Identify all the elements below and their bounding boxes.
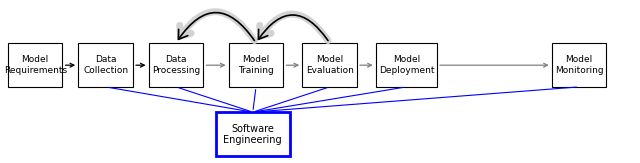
FancyBboxPatch shape [8, 43, 63, 87]
Text: Data
Collection: Data Collection [83, 55, 128, 75]
Text: Model
Deployment: Model Deployment [379, 55, 434, 75]
FancyArrowPatch shape [180, 12, 255, 41]
FancyArrowPatch shape [260, 14, 328, 41]
Text: Model
Requirements: Model Requirements [4, 55, 67, 75]
Text: Model
Training: Model Training [238, 55, 274, 75]
FancyBboxPatch shape [216, 112, 290, 156]
FancyBboxPatch shape [303, 43, 357, 87]
Text: Software
Engineering: Software Engineering [223, 124, 282, 145]
FancyBboxPatch shape [376, 43, 437, 87]
Text: Model
Monitoring: Model Monitoring [555, 55, 604, 75]
Text: Data
Processing: Data Processing [152, 55, 200, 75]
FancyBboxPatch shape [552, 43, 607, 87]
Text: Model
Evaluation: Model Evaluation [306, 55, 353, 75]
FancyBboxPatch shape [229, 43, 284, 87]
FancyBboxPatch shape [79, 43, 133, 87]
FancyBboxPatch shape [149, 43, 204, 87]
